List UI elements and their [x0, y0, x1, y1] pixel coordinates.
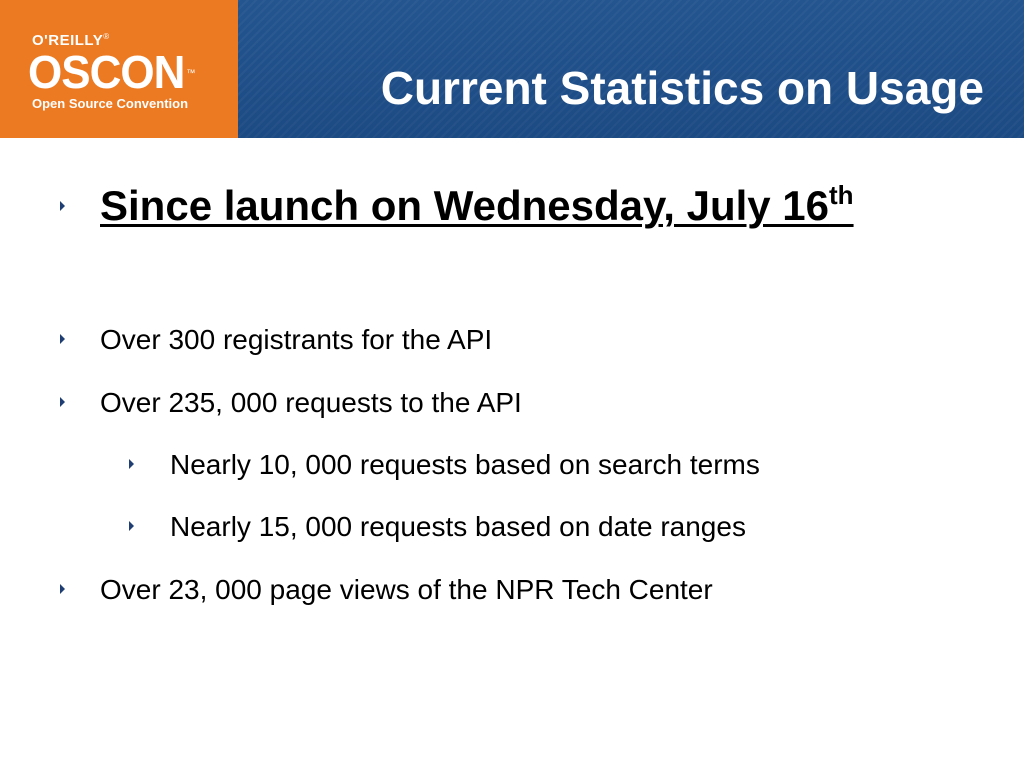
headline-superscript: th: [829, 180, 854, 210]
triangle-right-icon: [60, 397, 65, 407]
logo-publisher-tm: ®: [103, 32, 110, 41]
headline-text: Since launch on Wednesday, July 16: [100, 182, 830, 229]
logo-name-tm: ™: [186, 67, 196, 79]
list-item: Nearly 15, 000 requests based on date ra…: [170, 511, 746, 542]
triangle-right-icon: [60, 584, 65, 594]
list-item: Over 300 registrants for the API: [100, 324, 493, 355]
list-item: Nearly 10, 000 requests based on search …: [170, 449, 760, 480]
list-item: Over 235, 000 requests to the API: [100, 387, 522, 418]
triangle-right-icon: [129, 521, 134, 531]
triangle-right-icon: [60, 334, 65, 344]
triangle-right-icon: [60, 201, 65, 211]
triangle-right-icon: [129, 459, 134, 469]
slide-title: Current Statistics on Usage: [380, 62, 984, 114]
list-item: Over 23, 000 page views of the NPR Tech …: [100, 574, 713, 605]
logo-publisher: O'REILLY®: [32, 32, 110, 49]
title-bar: Current Statistics on Usage: [238, 0, 1024, 138]
headline: Since launch on Wednesday, July 16th: [100, 178, 854, 234]
logo-tagline: Open Source Convention: [32, 96, 189, 111]
oscon-logo: O'REILLY® OSCON ™ Open Source Convention: [0, 0, 238, 138]
logo-name: OSCON ™: [28, 46, 196, 99]
